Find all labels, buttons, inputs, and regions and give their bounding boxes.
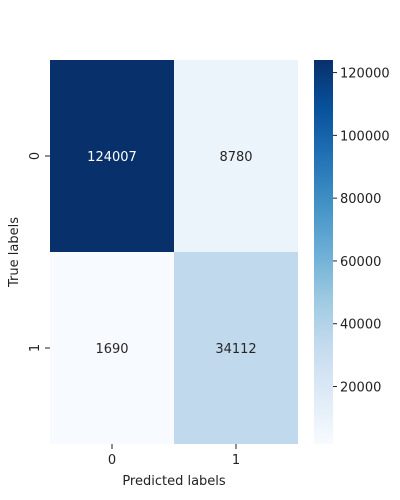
- x-axis-label: Predicted labels: [122, 474, 226, 489]
- colorbar-tick-label: 20000: [340, 381, 381, 396]
- cell-value-label: 1690: [95, 342, 128, 357]
- colorbar-tick-label: 60000: [340, 255, 381, 270]
- colorbar-tick-label: 40000: [340, 318, 381, 333]
- colorbar: [314, 60, 333, 444]
- y-axis-label: True labels: [7, 217, 22, 288]
- colorbar-tick-label: 120000: [340, 67, 390, 82]
- heatmap-cell: [50, 252, 174, 444]
- x-tick-label: 0: [108, 453, 116, 468]
- cell-value-label: 124007: [87, 150, 137, 165]
- colorbar-tick-label: 100000: [340, 129, 390, 144]
- y-axis-ticks: 01: [28, 152, 50, 352]
- colorbar-tick-label: 80000: [340, 192, 381, 207]
- heatmap-cell: [174, 60, 298, 252]
- y-tick-label: 1: [28, 344, 43, 352]
- heatmap-cell: [50, 60, 174, 252]
- heatmap-cell: [174, 252, 298, 444]
- cell-value-label: 8780: [219, 150, 252, 165]
- y-tick-label: 0: [28, 152, 43, 160]
- x-tick-label: 1: [232, 453, 240, 468]
- colorbar-ticks: 20000 40000 60000 80000 100000 120000: [333, 67, 390, 396]
- cell-value-label: 34112: [215, 342, 256, 357]
- heatmap-cells: 124007 8780 1690 34112: [50, 60, 298, 444]
